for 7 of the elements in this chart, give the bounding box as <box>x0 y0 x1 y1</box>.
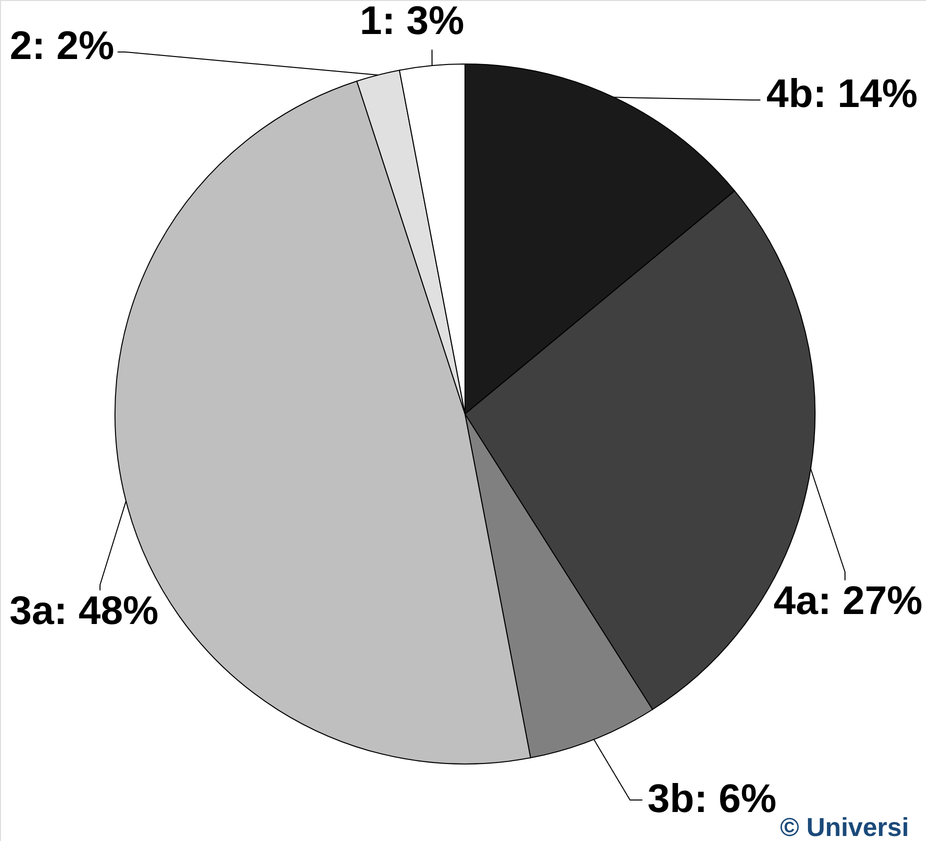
slice-label: 3b: 6% <box>648 777 776 821</box>
text: © Universi <box>780 812 909 841</box>
slice-label: 1: 3% <box>360 0 464 43</box>
slice-label: 3a: 48% <box>10 589 158 633</box>
slice-label: 4a: 27% <box>774 579 922 623</box>
slice-label: 2: 2% <box>10 24 114 68</box>
slice-label: 4b: 14% <box>766 72 918 116</box>
